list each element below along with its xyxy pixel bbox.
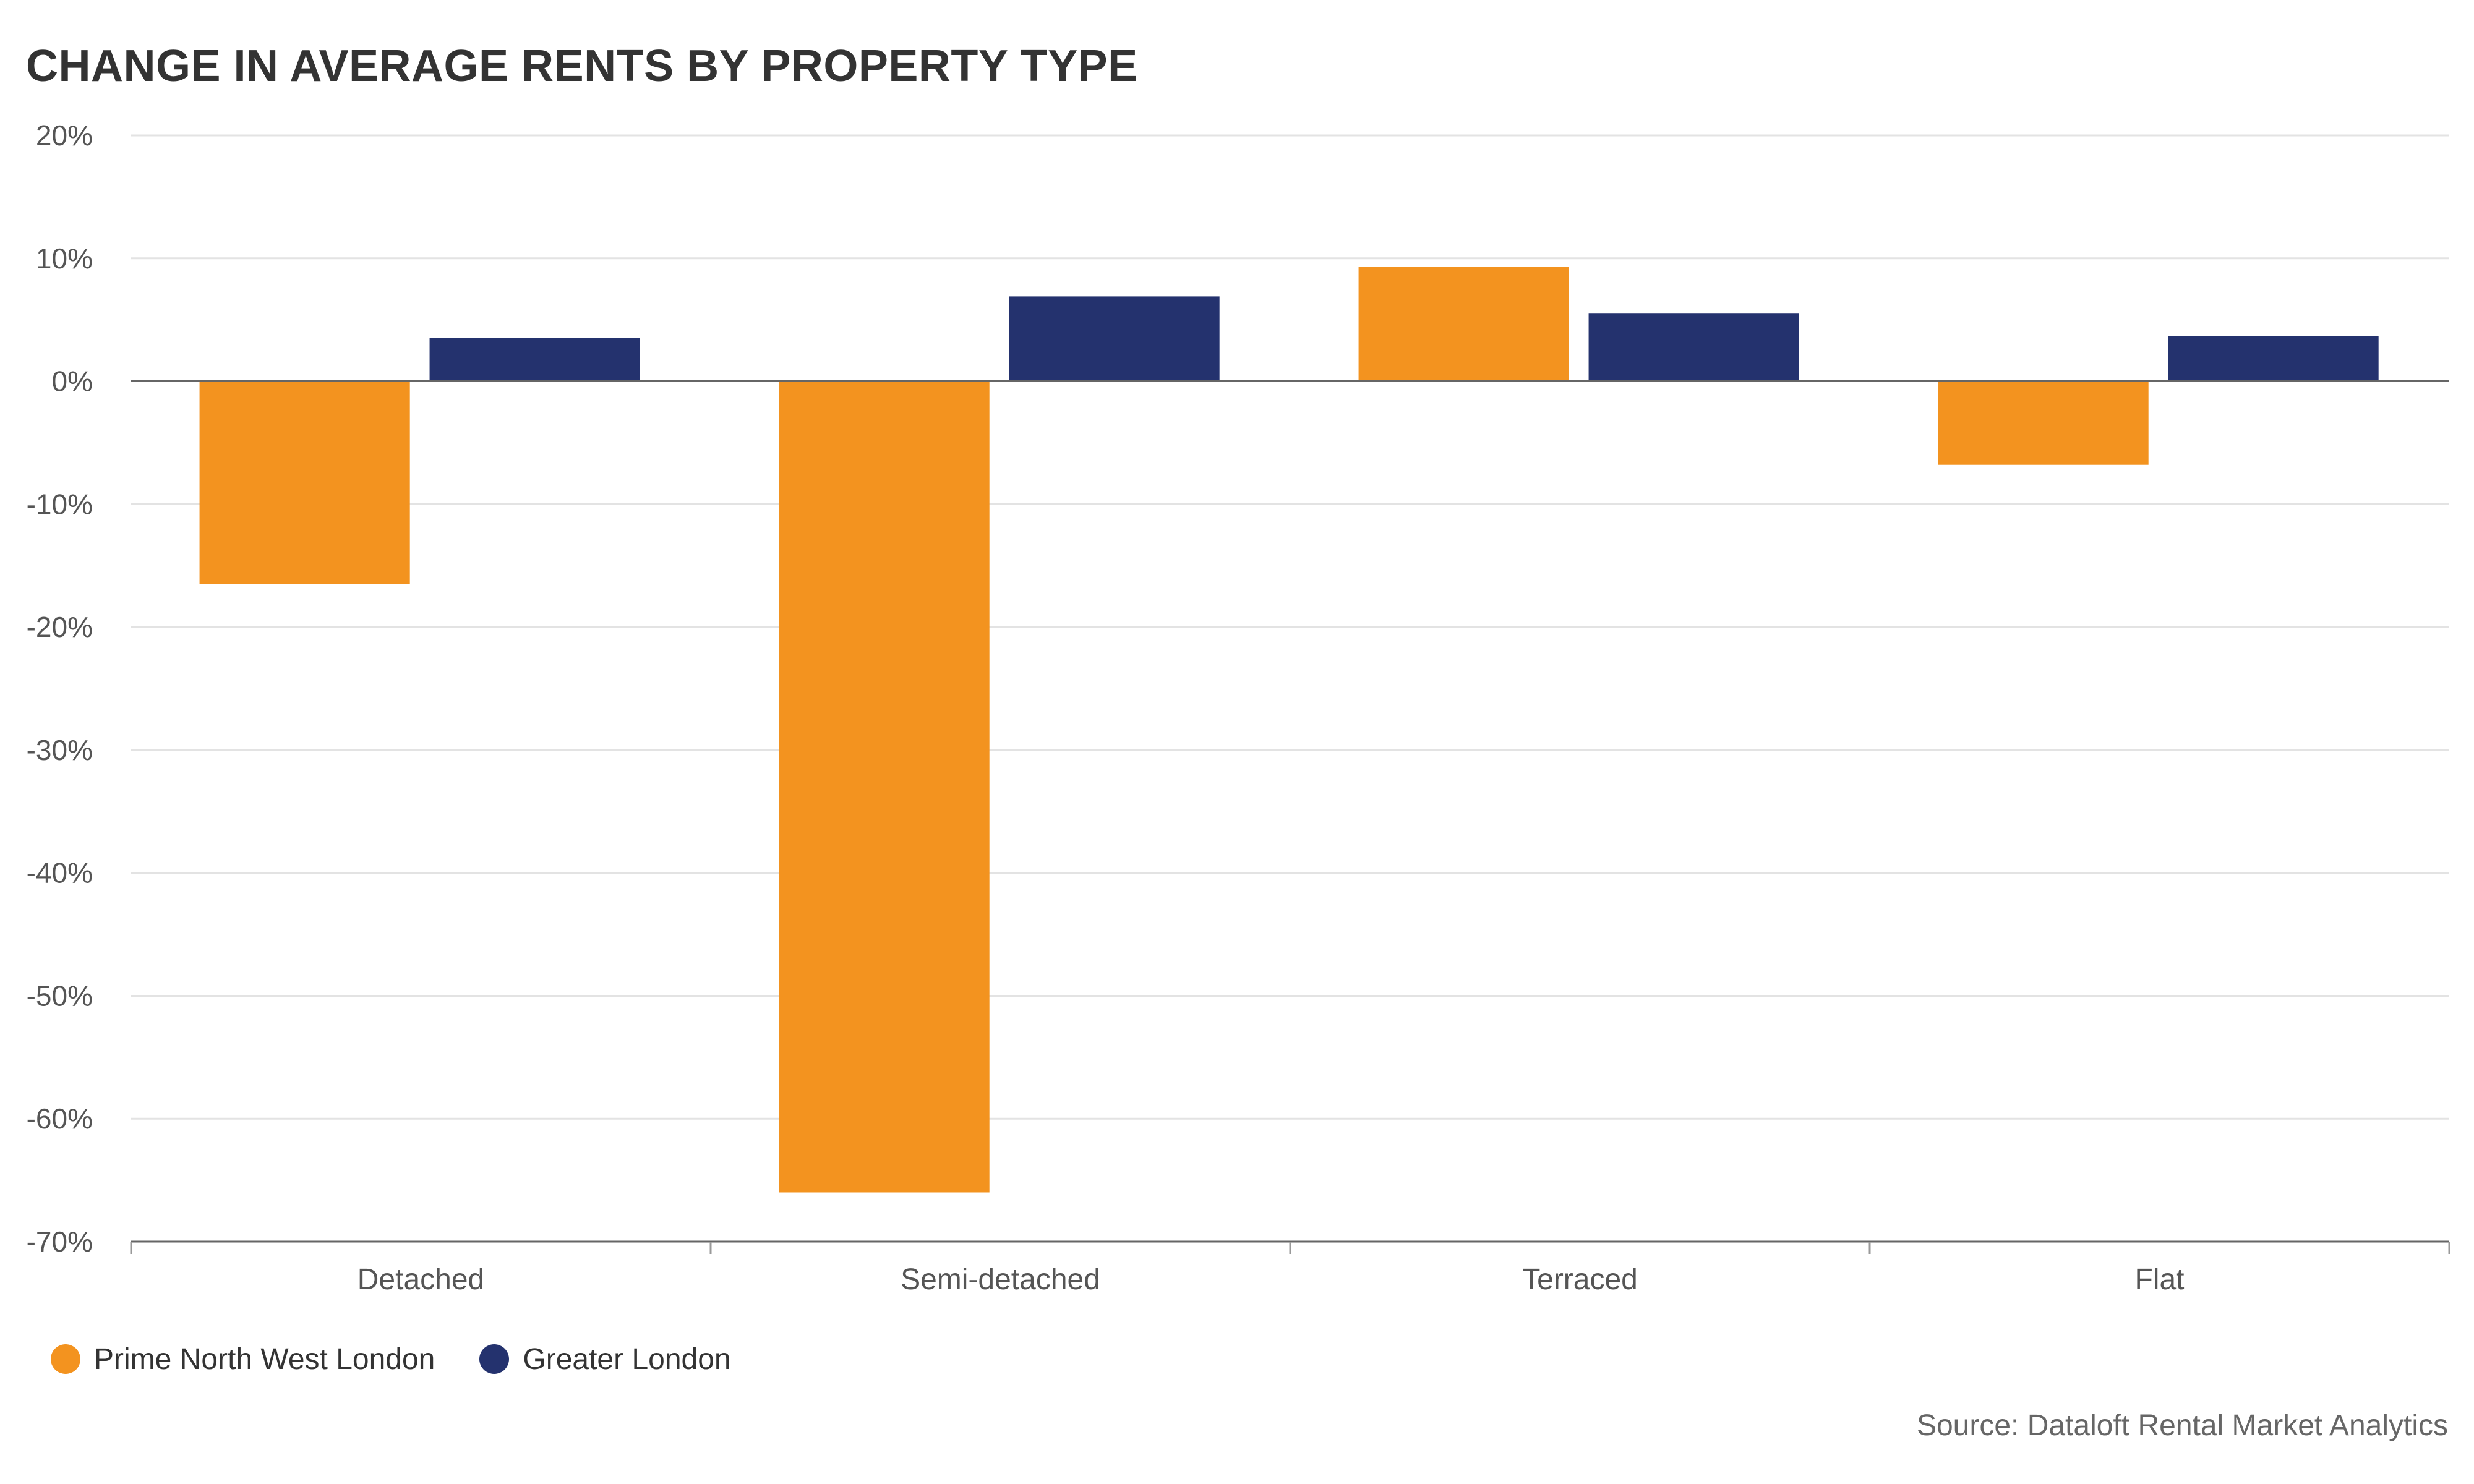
x-category-label: Flat [2134,1263,2184,1296]
bar-greater-london-terraced[interactable] [1588,313,1799,382]
bar-greater-london-flat[interactable] [2168,336,2379,382]
bar-prime-semi-detached[interactable] [779,381,990,1193]
bar-greater-london-detached[interactable] [429,338,640,382]
legend-swatch-prime [51,1344,80,1374]
x-category-label: Detached [357,1263,484,1296]
y-tick-label: -30% [27,734,93,766]
axes [130,380,2450,1254]
bars [199,267,2379,1193]
bar-prime-flat[interactable] [1938,381,2149,465]
y-tick-label: -20% [27,611,93,643]
y-tick-label: -70% [27,1226,93,1258]
y-tick-label: 10% [36,242,93,275]
bar-greater-london-semi-detached[interactable] [1009,296,1220,382]
legend-swatch-greater-london [479,1344,510,1374]
x-axis-category-labels: Detached Semi-detached Terraced Flat [357,1263,2185,1296]
legend-item-prime[interactable]: Prime North West London [51,1342,435,1376]
bar-prime-detached[interactable] [199,381,410,584]
bar-prime-terraced[interactable] [1358,267,1569,382]
gridlines [131,134,2449,1120]
chart-title: CHANGE IN AVERAGE RENTS BY PROPERTY TYPE [26,41,1138,91]
y-tick-label: -10% [27,488,93,520]
source-note: Source: Dataloft Rental Market Analytics [1916,1409,2448,1442]
legend: Prime North West London Greater London [51,1341,776,1378]
x-category-label: Semi-detached [901,1263,1100,1296]
legend-label-greater-london: Greater London [523,1342,731,1376]
y-tick-label: 20% [36,119,93,151]
y-tick-label: -60% [27,1102,93,1135]
y-tick-label: -40% [27,857,93,889]
legend-item-greater-london[interactable]: Greater London [479,1342,731,1376]
y-axis-tick-labels: 20% 10% 0% -10% -20% -30% -40% -50% -60% -70% [27,119,93,1258]
x-category-label: Terraced [1522,1263,1638,1296]
y-tick-label: 0% [52,365,93,398]
legend-label-prime: Prime North West London [94,1342,435,1376]
y-tick-label: -50% [27,979,93,1012]
